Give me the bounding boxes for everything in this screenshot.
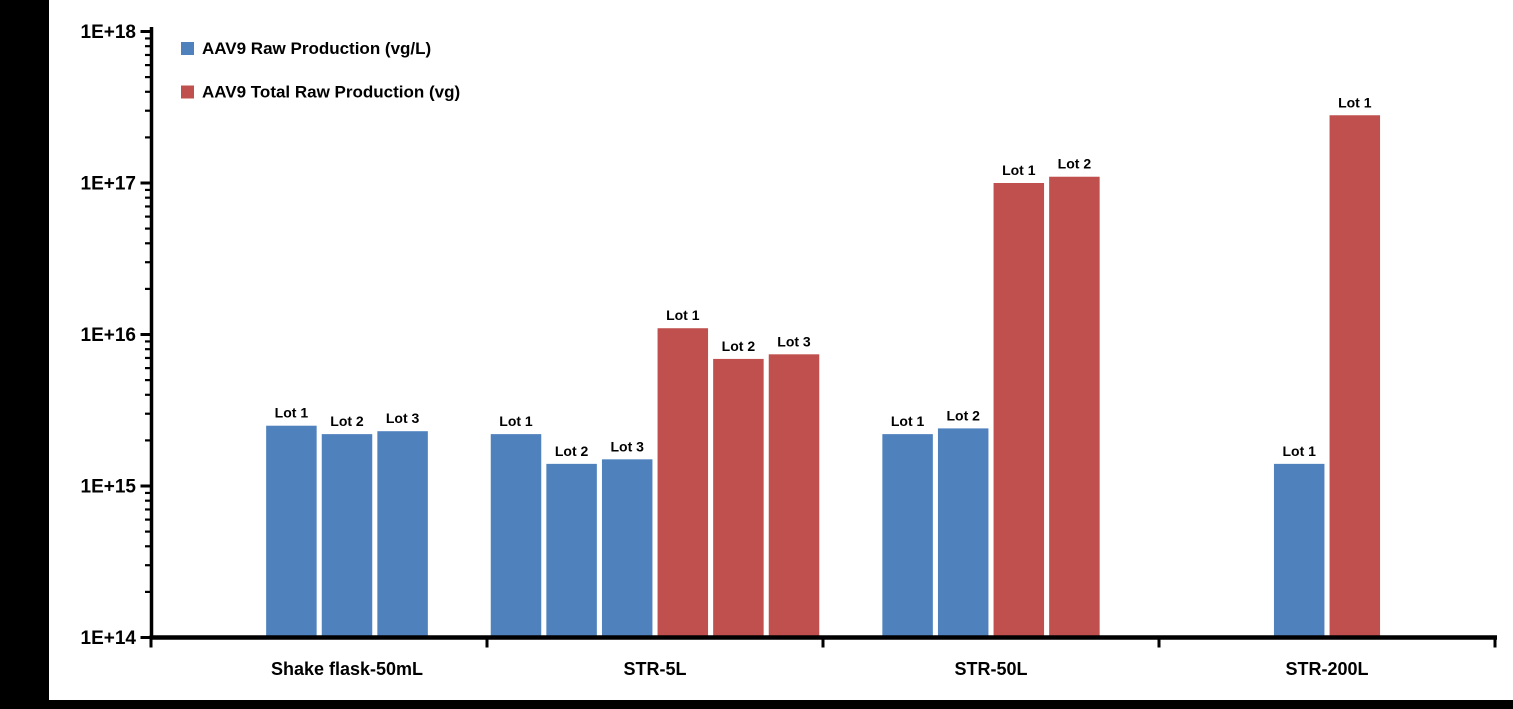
bar-shake-flask-50ml-raw-lot-2 [321,434,373,639]
bar-str-5l-total-lot-2 [713,358,764,639]
category-label-str-50l: STR-50L [954,659,1027,679]
legend-swatch-total-icon [181,85,194,99]
bar-str-50l-total-lot-2 [1049,176,1100,639]
bar-str-5l-raw-lot-3 [601,459,653,639]
bar-label-str-50l-raw-lot-1: Lot 1 [891,413,925,429]
y-axis-label-1e-18: 1E+18 [81,22,136,43]
bar-shake-flask-50ml-raw-lot-1 [266,425,317,639]
bar-label-str-200l-raw-lot-1: Lot 1 [1282,443,1316,459]
bar-label-str-5l-total-lot-1: Lot 1 [666,307,700,323]
y-axis-label-1e-14: 1E+14 [81,628,137,649]
bar-label-str-5l-raw-lot-1: Lot 1 [499,413,533,429]
legend-label-total: AAV9 Total Raw Production (vg) [202,83,460,102]
bar-shake-flask-50ml-raw-lot-3 [377,431,428,639]
y-axis-label-1e-16: 1E+16 [81,325,136,346]
bar-label-str-5l-raw-lot-2: Lot 2 [555,443,589,459]
bar-str-200l-raw-lot-1 [1273,463,1325,639]
bar-label-str-200l-total-lot-1: Lot 1 [1338,94,1372,110]
category-label-shake-flask-50ml: Shake flask-50mL [271,659,423,679]
legend-swatch-raw-icon [181,42,194,55]
bar-str-50l-raw-lot-1 [882,434,933,639]
bar-label-shake-flask-50ml-raw-lot-1: Lot 1 [275,405,309,421]
bar-str-50l-total-lot-1 [993,183,1045,639]
bar-str-5l-raw-lot-2 [546,463,597,639]
bar-str-50l-raw-lot-2 [937,428,989,639]
bar-label-str-5l-total-lot-2: Lot 2 [722,338,756,354]
bar-str-5l-raw-lot-1 [490,434,542,639]
bar-label-str-50l-total-lot-2: Lot 2 [1058,156,1092,172]
left-border-bar [0,0,49,709]
bar-label-shake-flask-50ml-raw-lot-3: Lot 3 [386,410,420,426]
bar-str-5l-total-lot-3 [768,354,820,639]
legend-label-raw: AAV9 Raw Production (vg/L) [202,39,431,58]
bar-str-5l-total-lot-1 [657,328,709,639]
bar-label-shake-flask-50ml-raw-lot-2: Lot 2 [330,413,364,429]
category-label-str-200l: STR-200L [1285,659,1368,679]
bar-str-200l-total-lot-1 [1329,115,1381,639]
y-axis-label-1e-15: 1E+15 [81,477,137,498]
bar-label-str-5l-raw-lot-3: Lot 3 [610,438,644,454]
bar-label-str-5l-total-lot-3: Lot 3 [777,333,811,349]
bottom-border-bar [0,700,1513,709]
y-axis-label-1e-17: 1E+17 [81,174,136,195]
bar-label-str-50l-raw-lot-2: Lot 2 [946,407,980,423]
category-label-str-5l: STR-5L [624,659,687,679]
bar-label-str-50l-total-lot-1: Lot 1 [1002,162,1036,178]
